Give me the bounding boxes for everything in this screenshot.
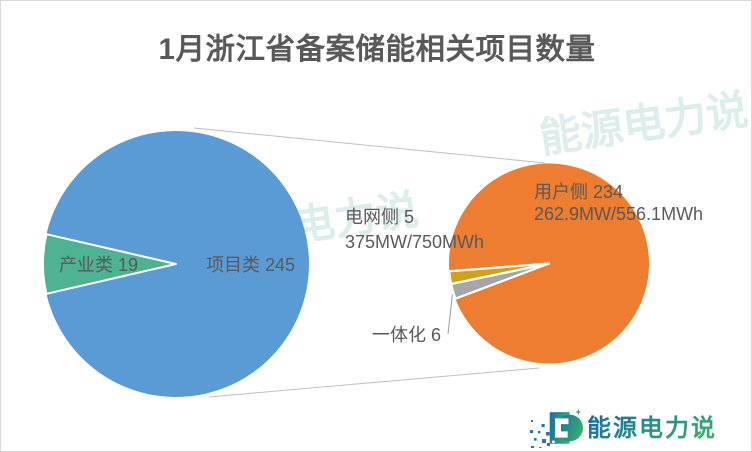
svg-text:+: + [576,408,581,417]
svg-text:能源电力说: 能源电力说 [587,414,717,442]
